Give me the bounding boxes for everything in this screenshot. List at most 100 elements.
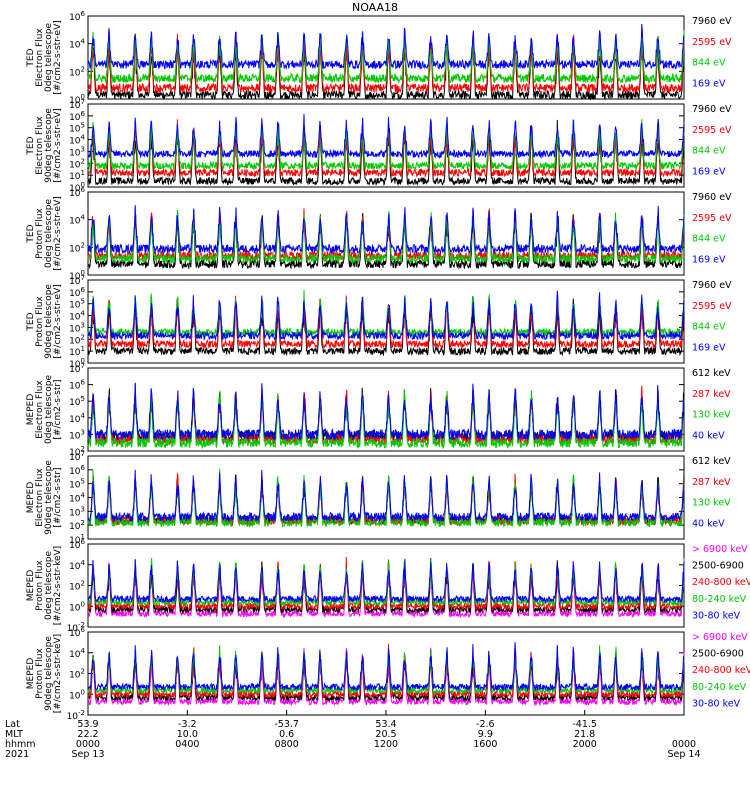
y-tick-label: 103 xyxy=(69,505,85,518)
y-axis-label-line: Proton Flux xyxy=(35,560,45,611)
y-axis-label-line: [#/cm2-s-str-eV] xyxy=(53,284,63,359)
x-tick-value: 9.9 xyxy=(478,729,493,740)
x-tick-value: -41.5 xyxy=(572,719,597,730)
legend-entry: 612 keV xyxy=(692,456,731,467)
legend-entry: 7960 eV xyxy=(692,192,732,203)
y-tick-label: 105 xyxy=(69,478,85,491)
y-tick-label: 102 xyxy=(69,241,85,254)
y-axis-label-line: [#/cm2-s-str-keV] xyxy=(53,546,63,625)
y-axis-label-line: 0deg telescope xyxy=(44,551,54,621)
x-tick-value: -3.2 xyxy=(178,719,197,730)
y-tick-label: 104 xyxy=(69,492,85,505)
x-row-label: hhmm xyxy=(5,739,36,750)
x-tick-value: Sep 14 xyxy=(667,749,700,760)
legend-entry: 2500-6900 xyxy=(692,649,744,660)
x-tick-value: 0800 xyxy=(275,739,299,750)
x-tick-value: 53.4 xyxy=(375,719,396,730)
legend-entry: 7960 eV xyxy=(692,280,732,291)
y-tick-label: 104 xyxy=(69,214,85,227)
y-axis-label-line: 90deg telescope xyxy=(44,108,54,183)
series-line xyxy=(87,642,685,692)
y-tick-label: 100 xyxy=(69,688,85,701)
legend-entry: 80-240 keV xyxy=(692,682,747,693)
y-axis-label-line: 90deg telescope xyxy=(44,284,54,359)
y-axis-label-line: Electron Flux xyxy=(35,468,45,527)
legend-entry: 240-800 keV xyxy=(692,577,750,588)
series-line xyxy=(87,205,685,255)
legend-entry: 169 eV xyxy=(692,78,726,89)
x-tick-value: Sep 13 xyxy=(71,749,104,760)
y-axis-label-line: Proton Flux xyxy=(35,296,45,347)
x-tick-value: 0000 xyxy=(672,739,696,750)
series-line xyxy=(87,210,685,270)
y-axis-label-line: MEPED xyxy=(26,570,36,602)
legend-entry: 40 keV xyxy=(692,518,725,529)
y-axis-label-line: MEPED xyxy=(26,394,36,426)
legend-entry: 130 keV xyxy=(692,498,731,509)
x-row-label: Lat xyxy=(5,719,20,730)
y-tick-label: 106 xyxy=(69,464,85,477)
series-line xyxy=(87,29,685,85)
legend-entry: 80-240 keV xyxy=(692,594,747,605)
chart-title: NOAA18 xyxy=(352,1,398,14)
y-axis-label-line: [#/cm2-s-str] xyxy=(53,379,63,439)
legend-entry: 30-80 keV xyxy=(692,698,741,709)
series-line xyxy=(87,558,685,604)
x-tick-value: 1600 xyxy=(473,739,497,750)
x-row-label: 2021 xyxy=(5,749,29,760)
legend-entry: 169 eV xyxy=(692,166,726,177)
y-axis-label-line: 0deg telescope xyxy=(44,23,54,93)
series-line xyxy=(87,469,685,523)
y-axis-label-line: Electron Flux xyxy=(35,28,45,87)
panel-frame xyxy=(87,15,685,100)
y-axis-label-line: Proton Flux xyxy=(35,208,45,259)
legend-entry: 844 eV xyxy=(692,322,726,333)
legend-entry: 240-800 keV xyxy=(692,665,750,676)
legend-entry: > 6900 keV xyxy=(692,632,748,643)
y-axis-label-line: Proton Flux xyxy=(35,648,45,699)
y-axis-label-line: Electron Flux xyxy=(35,116,45,175)
series-line xyxy=(87,382,685,441)
y-axis-label-line: 0deg telescope xyxy=(44,375,54,445)
x-tick-value: 10.0 xyxy=(177,729,198,740)
panel-frame xyxy=(87,367,685,452)
y-axis-label-line: TED xyxy=(26,48,36,67)
legend-entry: 2595 eV xyxy=(692,37,732,48)
series-line xyxy=(87,119,685,172)
legend-entry: 844 eV xyxy=(692,146,726,157)
x-tick-value: 22.2 xyxy=(77,729,98,740)
series-line xyxy=(87,119,685,179)
legend-entry: > 6900 keV xyxy=(692,544,748,555)
y-tick-label: 104 xyxy=(69,647,85,660)
y-axis-label-line: [#/cm2-s-str-eV] xyxy=(53,20,63,95)
legend-entry: 844 eV xyxy=(692,234,726,245)
y-axis-label-line: MEPED xyxy=(26,482,36,514)
x-tick-value: 0.6 xyxy=(279,729,294,740)
x-tick-value: -53.7 xyxy=(274,719,299,730)
legend-entry: 287 keV xyxy=(692,389,731,400)
y-tick-label: 100 xyxy=(69,600,85,613)
y-tick-label: 103 xyxy=(69,428,85,441)
x-tick-value: 2000 xyxy=(573,739,597,750)
series-line xyxy=(87,468,685,528)
series-line xyxy=(87,119,685,187)
series-line xyxy=(87,113,685,160)
series-line xyxy=(87,33,685,101)
y-axis-label-line: TED xyxy=(26,224,36,243)
y-tick-label: 106 xyxy=(69,379,85,392)
legend-entry: 2595 eV xyxy=(692,213,732,224)
series-line xyxy=(87,295,685,350)
series-line xyxy=(87,643,685,700)
x-tick-value: 0400 xyxy=(175,739,199,750)
y-tick-label: 102 xyxy=(69,668,85,681)
x-tick-value: 0000 xyxy=(76,739,100,750)
